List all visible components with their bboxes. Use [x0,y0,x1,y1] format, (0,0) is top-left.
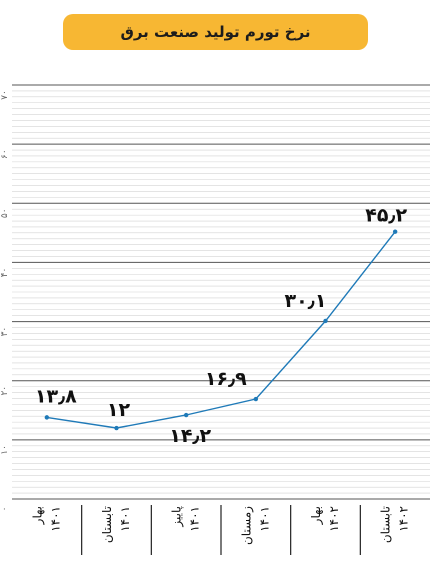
x-tick-label-year: ۱۴۰۲ [327,506,341,532]
x-tick-label-year: ۱۴۰۲ [397,506,411,532]
data-point [323,318,328,324]
data-label: ۱۶٫۹ [205,368,247,390]
data-label: ۱۳٫۸ [35,385,77,407]
x-category-separators [81,505,361,555]
data-point [183,412,189,418]
gridlines [12,84,430,500]
data-label: ۳۰٫۱ [285,290,327,312]
data-point [392,229,398,234]
data-point [253,396,259,402]
x-tick-label-year: ۱۴۰۱ [118,506,132,532]
series [44,229,398,431]
data-point [44,415,50,420]
data-label: ۱۲ [107,399,131,421]
x-tick-label-year: ۱۴۰۱ [257,506,271,532]
y-tick-label: ۵۰ [0,208,10,218]
x-tick-label-season: تابستان [100,506,114,543]
x-tick-label-year: ۱۴۰۱ [48,506,62,532]
y-tick-label: ۰ [0,507,10,512]
data-label: ۱۴٫۲ [169,425,211,447]
data-point [114,425,119,431]
chart-title-banner: نرخ تورم تولید صنعت برق [63,14,368,50]
x-tick-label-season: بهار [309,506,324,525]
series-line [46,231,396,429]
chart-title: نرخ تورم تولید صنعت برق [120,23,311,41]
y-tick-label: ۳۰ [0,327,10,337]
y-tick-label: ۱۰ [0,445,10,455]
data-labels: ۱۳٫۸ ۱۲ ۱۴٫۲ ۱۶٫۹ ۳۰٫۱ ۴۵٫۲ [35,205,408,447]
data-label: ۴۵٫۲ [365,205,407,227]
x-tick-label-season: تابستان [379,506,393,543]
x-tick-label-season: پاییز [170,506,185,528]
y-tick-label: ۲۰ [0,386,10,396]
x-tick-label-season: بهار [30,506,45,525]
x-tick-label-season: زمستان [239,506,254,545]
y-tick-label: ۴۰ [0,268,10,278]
x-tick-label-year: ۱۴۰۱ [188,506,202,532]
x-axis-ticks: بهار ۱۴۰۱ تابستان ۱۴۰۱ پاییز ۱۴۰۱ زمستان ۱۴۰۱ به… [30,506,410,545]
y-tick-label: ۶۰ [0,149,10,159]
y-tick-label: ۷۰ [0,90,10,100]
y-axis-ticks: ۰ ۱۰ ۲۰ ۳۰ ۴۰ ۵۰ ۶۰ ۷۰ [0,90,10,511]
